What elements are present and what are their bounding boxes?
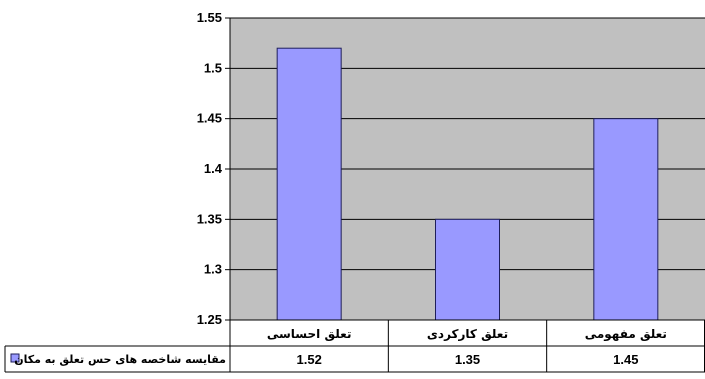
data-table: تعلق احساسی تعلق کارکردی تعلق مفهومی 1.52 1.… [4, 319, 705, 373]
legend-series-name: مقایسه شاخصه های حس تعلق به مکان [14, 353, 226, 366]
y-tick-label: 1.3 [204, 262, 222, 277]
category-label: تعلق کارکردی [427, 327, 508, 341]
y-tick-label: 1.25 [197, 312, 222, 327]
y-axis-ticks: 1.25 1.3 1.35 1.4 1.45 1.5 1.55 [197, 10, 230, 327]
data-label: 1.35 [455, 352, 480, 367]
y-tick-label: 1.5 [204, 60, 222, 75]
category-label: تعلق مفهومی [585, 327, 667, 342]
data-label: 1.52 [297, 352, 322, 367]
bar [276, 47, 342, 321]
legend-key [10, 353, 20, 363]
y-tick-label: 1.45 [197, 111, 222, 126]
data-label: 1.45 [613, 352, 638, 367]
bar [435, 218, 500, 321]
y-tick-label: 1.4 [204, 161, 223, 176]
category-label: تعلق احساسی [267, 327, 352, 341]
bar [593, 118, 659, 321]
bars [276, 47, 659, 321]
y-tick-label: 1.55 [197, 10, 222, 25]
y-tick-label: 1.35 [197, 211, 222, 226]
